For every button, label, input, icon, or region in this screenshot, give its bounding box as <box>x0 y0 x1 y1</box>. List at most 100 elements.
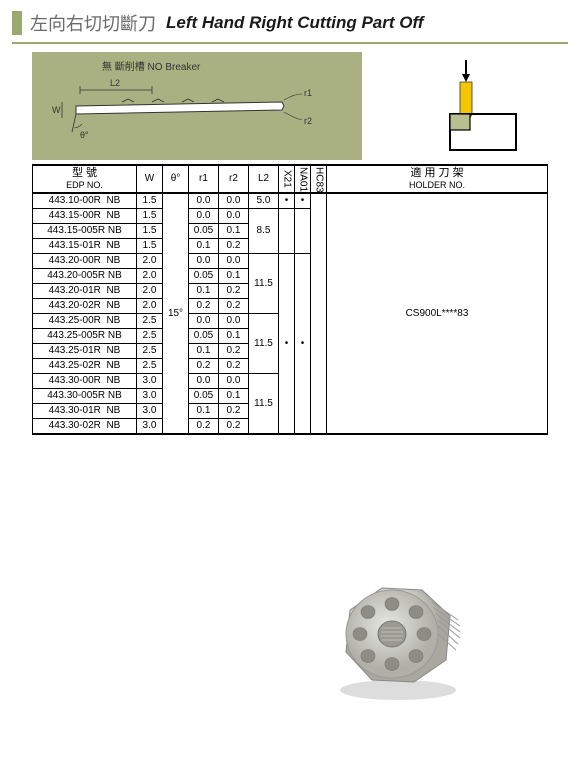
cell: 1.5 <box>137 209 163 224</box>
th-edp: 型 號 EDP NO. <box>33 165 137 193</box>
cell: 0.2 <box>219 299 249 314</box>
svg-text:θ°: θ° <box>80 130 89 140</box>
cell: 0.0 <box>219 374 249 389</box>
cell <box>295 209 311 254</box>
cell: 3.0 <box>137 374 163 389</box>
cell: 443.30-005R NB <box>33 389 137 404</box>
cell: 0.0 <box>189 254 219 269</box>
cell: 443.30-02R NB <box>33 419 137 435</box>
cell: 443.15-005R NB <box>33 224 137 239</box>
th-hc83: HC83 <box>311 165 327 193</box>
th-w: W <box>137 165 163 193</box>
cell: 443.15-01R NB <box>33 239 137 254</box>
title-zh: 左向右切切斷刀 <box>30 10 156 36</box>
cell: 3.0 <box>137 419 163 435</box>
spec-table: 型 號 EDP NO. W θ° r1 r2 L2 X21 NA01 HC83 … <box>32 164 548 435</box>
cell: 443.30-01R NB <box>33 404 137 419</box>
cell: 0.1 <box>219 269 249 284</box>
cell <box>279 209 295 254</box>
cell: 0.2 <box>189 359 219 374</box>
cell: 0.0 <box>219 254 249 269</box>
cell: 0.2 <box>219 359 249 374</box>
cell: 1.5 <box>137 193 163 209</box>
cell: 0.2 <box>189 419 219 435</box>
cell: 443.20-01R NB <box>33 284 137 299</box>
cell: 5.0 <box>249 193 279 209</box>
cell: 0.2 <box>219 284 249 299</box>
th-theta: θ° <box>163 165 189 193</box>
table-header-row: 型 號 EDP NO. W θ° r1 r2 L2 X21 NA01 HC83 … <box>33 165 548 193</box>
cell: 11.5 <box>249 314 279 374</box>
cell: 0.1 <box>219 329 249 344</box>
cell: 443.20-00R NB <box>33 254 137 269</box>
cell: • <box>279 254 295 435</box>
cell: 0.05 <box>189 269 219 284</box>
cell: 0.1 <box>189 344 219 359</box>
cell: CS900L****83 <box>327 193 548 434</box>
cell: 1.5 <box>137 239 163 254</box>
cell: 11.5 <box>249 254 279 314</box>
cell: 8.5 <box>249 209 279 254</box>
holder-drawing-icon <box>396 52 536 160</box>
cell: 2.0 <box>137 299 163 314</box>
cell: 0.1 <box>189 284 219 299</box>
cell: 2.5 <box>137 329 163 344</box>
cell: 2.5 <box>137 359 163 374</box>
th-holder: 適 用 刀 架 HOLDER NO. <box>327 165 548 193</box>
cell: 0.0 <box>189 209 219 224</box>
title-en: Left Hand Right Cutting Part Off <box>166 13 424 33</box>
th-na01: NA01 <box>295 165 311 193</box>
cell: 11.5 <box>249 374 279 435</box>
title-accent <box>12 11 22 35</box>
svg-text:W: W <box>52 105 61 115</box>
cell: 2.5 <box>137 344 163 359</box>
cell: 443.25-01R NB <box>33 344 137 359</box>
title-bar: 左向右切切斷刀 Left Hand Right Cutting Part Off <box>12 10 568 36</box>
cell: 0.2 <box>219 344 249 359</box>
cell: 2.0 <box>137 254 163 269</box>
cell: • <box>295 254 311 435</box>
th-r2: r2 <box>219 165 249 193</box>
cell: 443.20-005R NB <box>33 269 137 284</box>
cell: 2.0 <box>137 269 163 284</box>
cell: 0.1 <box>189 239 219 254</box>
cell: 443.25-00R NB <box>33 314 137 329</box>
cell: • <box>279 193 295 209</box>
cell: 0.0 <box>189 374 219 389</box>
cell: 443.20-02R NB <box>33 299 137 314</box>
th-x21: X21 <box>279 165 295 193</box>
diagram-holder <box>396 52 536 160</box>
cell: • <box>295 193 311 209</box>
cell: 0.0 <box>189 193 219 209</box>
th-r1: r1 <box>189 165 219 193</box>
cell: 0.1 <box>219 389 249 404</box>
cell: 443.25-02R NB <box>33 359 137 374</box>
cell: 0.2 <box>219 239 249 254</box>
svg-text:r2: r2 <box>304 116 312 126</box>
cell: 2.5 <box>137 314 163 329</box>
svg-text:L2: L2 <box>110 78 120 88</box>
cell: 443.10-00R NB <box>33 193 137 209</box>
cell <box>311 193 327 434</box>
cell: 2.0 <box>137 284 163 299</box>
cell: 0.05 <box>189 329 219 344</box>
diagram-row: 無 斷削槽 NO Breaker L2 W r1 r2 θ° <box>32 52 548 160</box>
cell: 443.30-00R NB <box>33 374 137 389</box>
spec-table-wrap: 型 號 EDP NO. W θ° r1 r2 L2 X21 NA01 HC83 … <box>32 164 548 435</box>
cell: 0.2 <box>219 404 249 419</box>
svg-text:r1: r1 <box>304 88 312 98</box>
cell: 0.1 <box>219 224 249 239</box>
cell: 443.15-00R NB <box>33 209 137 224</box>
title-underline <box>12 42 568 44</box>
cell: 3.0 <box>137 404 163 419</box>
cell: 0.0 <box>219 209 249 224</box>
cell: 3.0 <box>137 389 163 404</box>
cell: 0.05 <box>189 389 219 404</box>
cell: 1.5 <box>137 224 163 239</box>
cell: 0.2 <box>189 299 219 314</box>
threaded-bushing-icon <box>310 560 480 710</box>
diagram-insert: 無 斷削槽 NO Breaker L2 W r1 r2 θ° <box>32 52 362 160</box>
th-l2: L2 <box>249 165 279 193</box>
cell: 0.1 <box>189 404 219 419</box>
cell: 15° <box>163 193 189 434</box>
